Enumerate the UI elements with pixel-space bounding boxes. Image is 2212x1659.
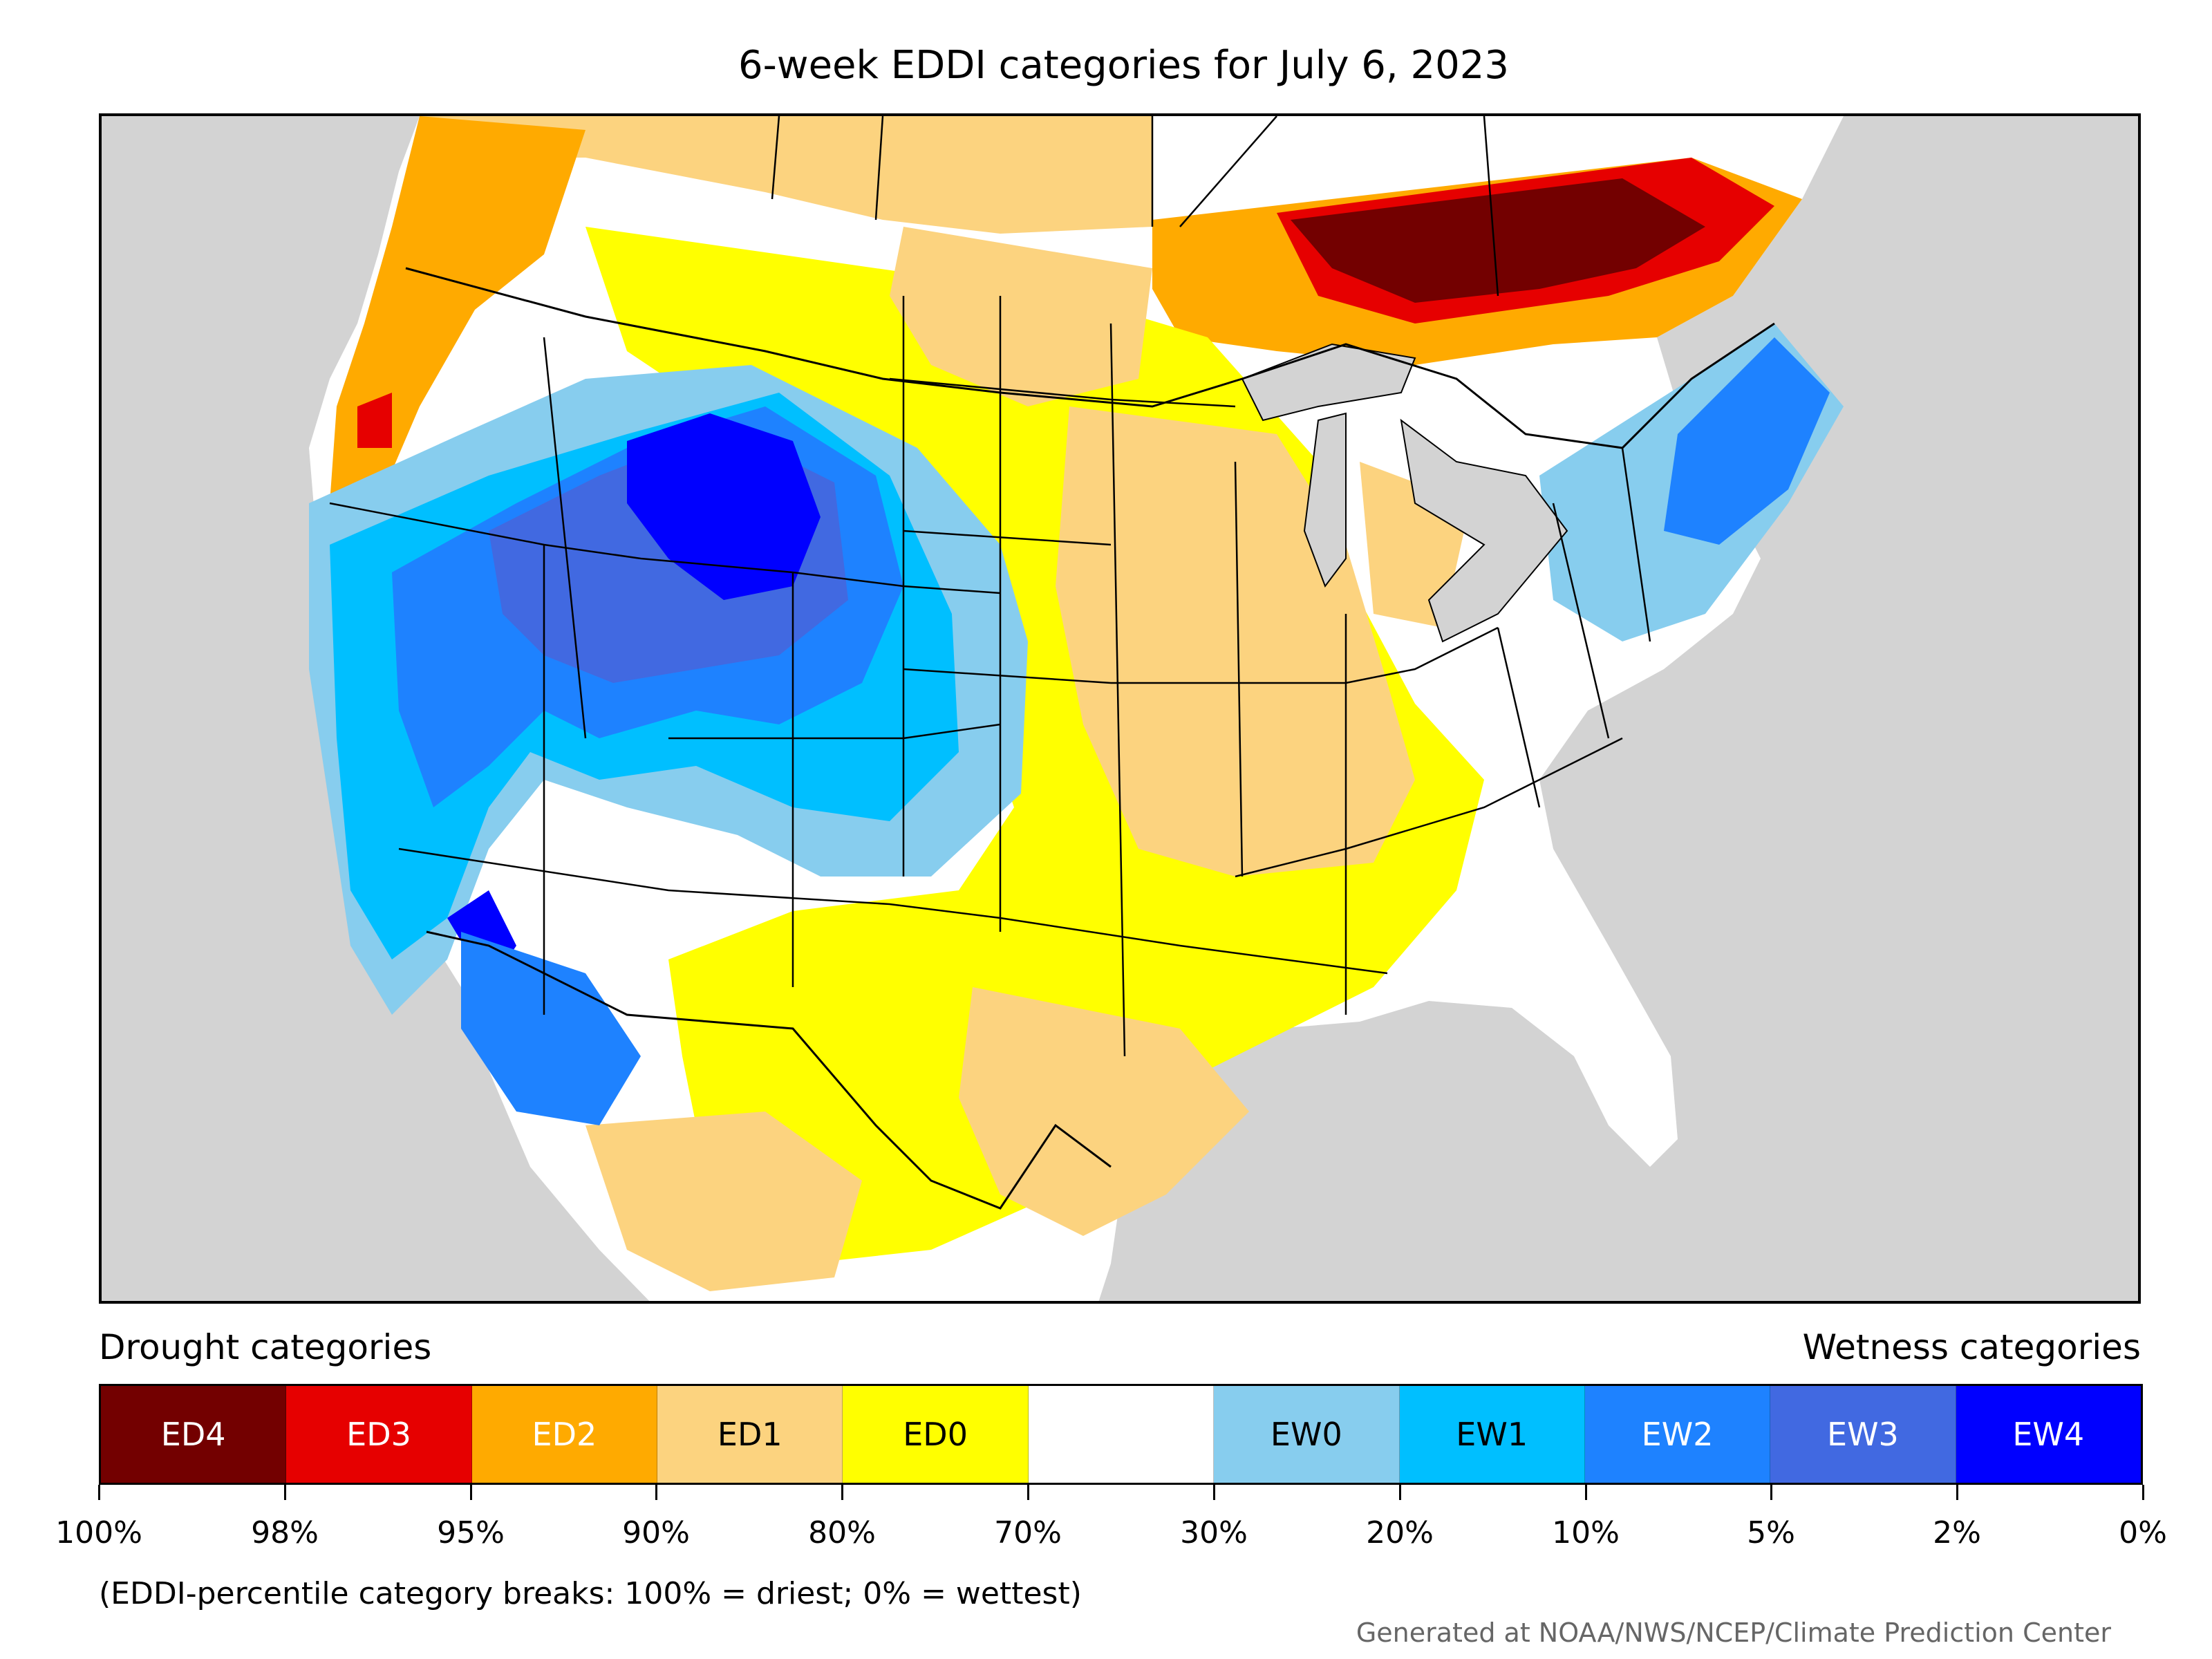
colorbar-cell-ed4: ED4 (101, 1386, 287, 1483)
colorbar-tick-label: 10% (1552, 1515, 1620, 1550)
state-boundaries (329, 116, 1651, 1057)
category-colorbar: ED4 ED3 ED2 ED1 ED0 EW0 EW1 EW2 EW3 EW4 (99, 1384, 2143, 1485)
colorbar-cell-ed0: ED0 (843, 1386, 1029, 1483)
colorbar-tick-label: 20% (1366, 1515, 1434, 1550)
colorbar-tick (1027, 1485, 1029, 1500)
lake-michigan (1303, 412, 1347, 588)
colorbar-cell-ew2: EW2 (1584, 1386, 1771, 1483)
colorbar-cell-ed3: ED3 (286, 1386, 472, 1483)
lake-superior (1241, 343, 1416, 422)
region-pnw-coast (330, 116, 585, 503)
credit-line: Generated at NOAA/NWS/NCEP/Climate Predi… (1356, 1618, 2111, 1648)
colorbar-tick-label: 5% (1747, 1515, 1795, 1550)
colorbar-tick-label: 0% (2119, 1515, 2167, 1550)
colorbar-cell-ed1: ED1 (657, 1386, 843, 1483)
region-canada-west (420, 116, 1152, 234)
eddi-map (309, 116, 1844, 1301)
wetness-categories-label: Wetness categories (1802, 1327, 2141, 1367)
region-pnw-red (357, 393, 392, 448)
colorbar-cell-ew1: EW1 (1399, 1386, 1585, 1483)
region-ed1-dakotas (890, 227, 1152, 406)
colorbar-tick-labels: 100% 98% 95% 90% 80% 70% 30% 20% 10% 5% 2% 0% (55, 1515, 2167, 1557)
colorbar-tick (1212, 1485, 1215, 1500)
colorbar-tick (1956, 1485, 1958, 1500)
region-ew2-newengland (1664, 337, 1830, 545)
colorbar-tick-label: 70% (994, 1515, 1062, 1550)
colorbar-tick (1770, 1485, 1772, 1500)
colorbar-tick (2141, 1485, 2144, 1500)
region-ew4-wyoming (627, 413, 821, 600)
colorbar-tick-label: 100% (55, 1515, 142, 1550)
us-canada-border (405, 267, 1775, 449)
colorbar-tick-label: 98% (251, 1515, 319, 1550)
colorbar-tick-label: 2% (1933, 1515, 1981, 1550)
colorbar-ticks (97, 1485, 2144, 1501)
colorbar-cell-normal (1028, 1386, 1215, 1483)
region-ew2-southwest (461, 932, 641, 1125)
map-title: 6-week EDDI categories for July 6, 2023 (738, 43, 1510, 88)
colorbar-tick-label: 80% (808, 1515, 876, 1550)
colorbar-cell-ew0: EW0 (1214, 1386, 1400, 1483)
colorbar-cell-ew4: EW4 (1956, 1386, 2141, 1483)
drought-categories-label: Drought categories (99, 1327, 432, 1367)
map-panel (99, 113, 2141, 1304)
colorbar-tick (469, 1485, 472, 1500)
colorbar-tick (97, 1485, 100, 1500)
percentile-note: (EDDI-percentile category breaks: 100% =… (99, 1576, 1082, 1611)
colorbar-tick (283, 1485, 286, 1500)
region-ed1-texas (959, 987, 1249, 1236)
colorbar-tick (1398, 1485, 1401, 1500)
region-canada-ontario-dark (1291, 178, 1705, 303)
region-ed1-mexico (585, 1112, 862, 1291)
colorbar-tick (655, 1485, 657, 1500)
colorbar-tick-label: 30% (1180, 1515, 1248, 1550)
colorbar-cell-ew3: EW3 (1770, 1386, 1956, 1483)
colorbar-tick-label: 90% (622, 1515, 690, 1550)
us-mexico-border (426, 930, 1112, 1210)
colorbar-cell-ed2: ED2 (471, 1386, 658, 1483)
colorbar-tick (841, 1485, 843, 1500)
lake-huron-erie (1400, 418, 1568, 643)
colorbar-tick (1584, 1485, 1587, 1500)
colorbar-tick-label: 95% (437, 1515, 505, 1550)
